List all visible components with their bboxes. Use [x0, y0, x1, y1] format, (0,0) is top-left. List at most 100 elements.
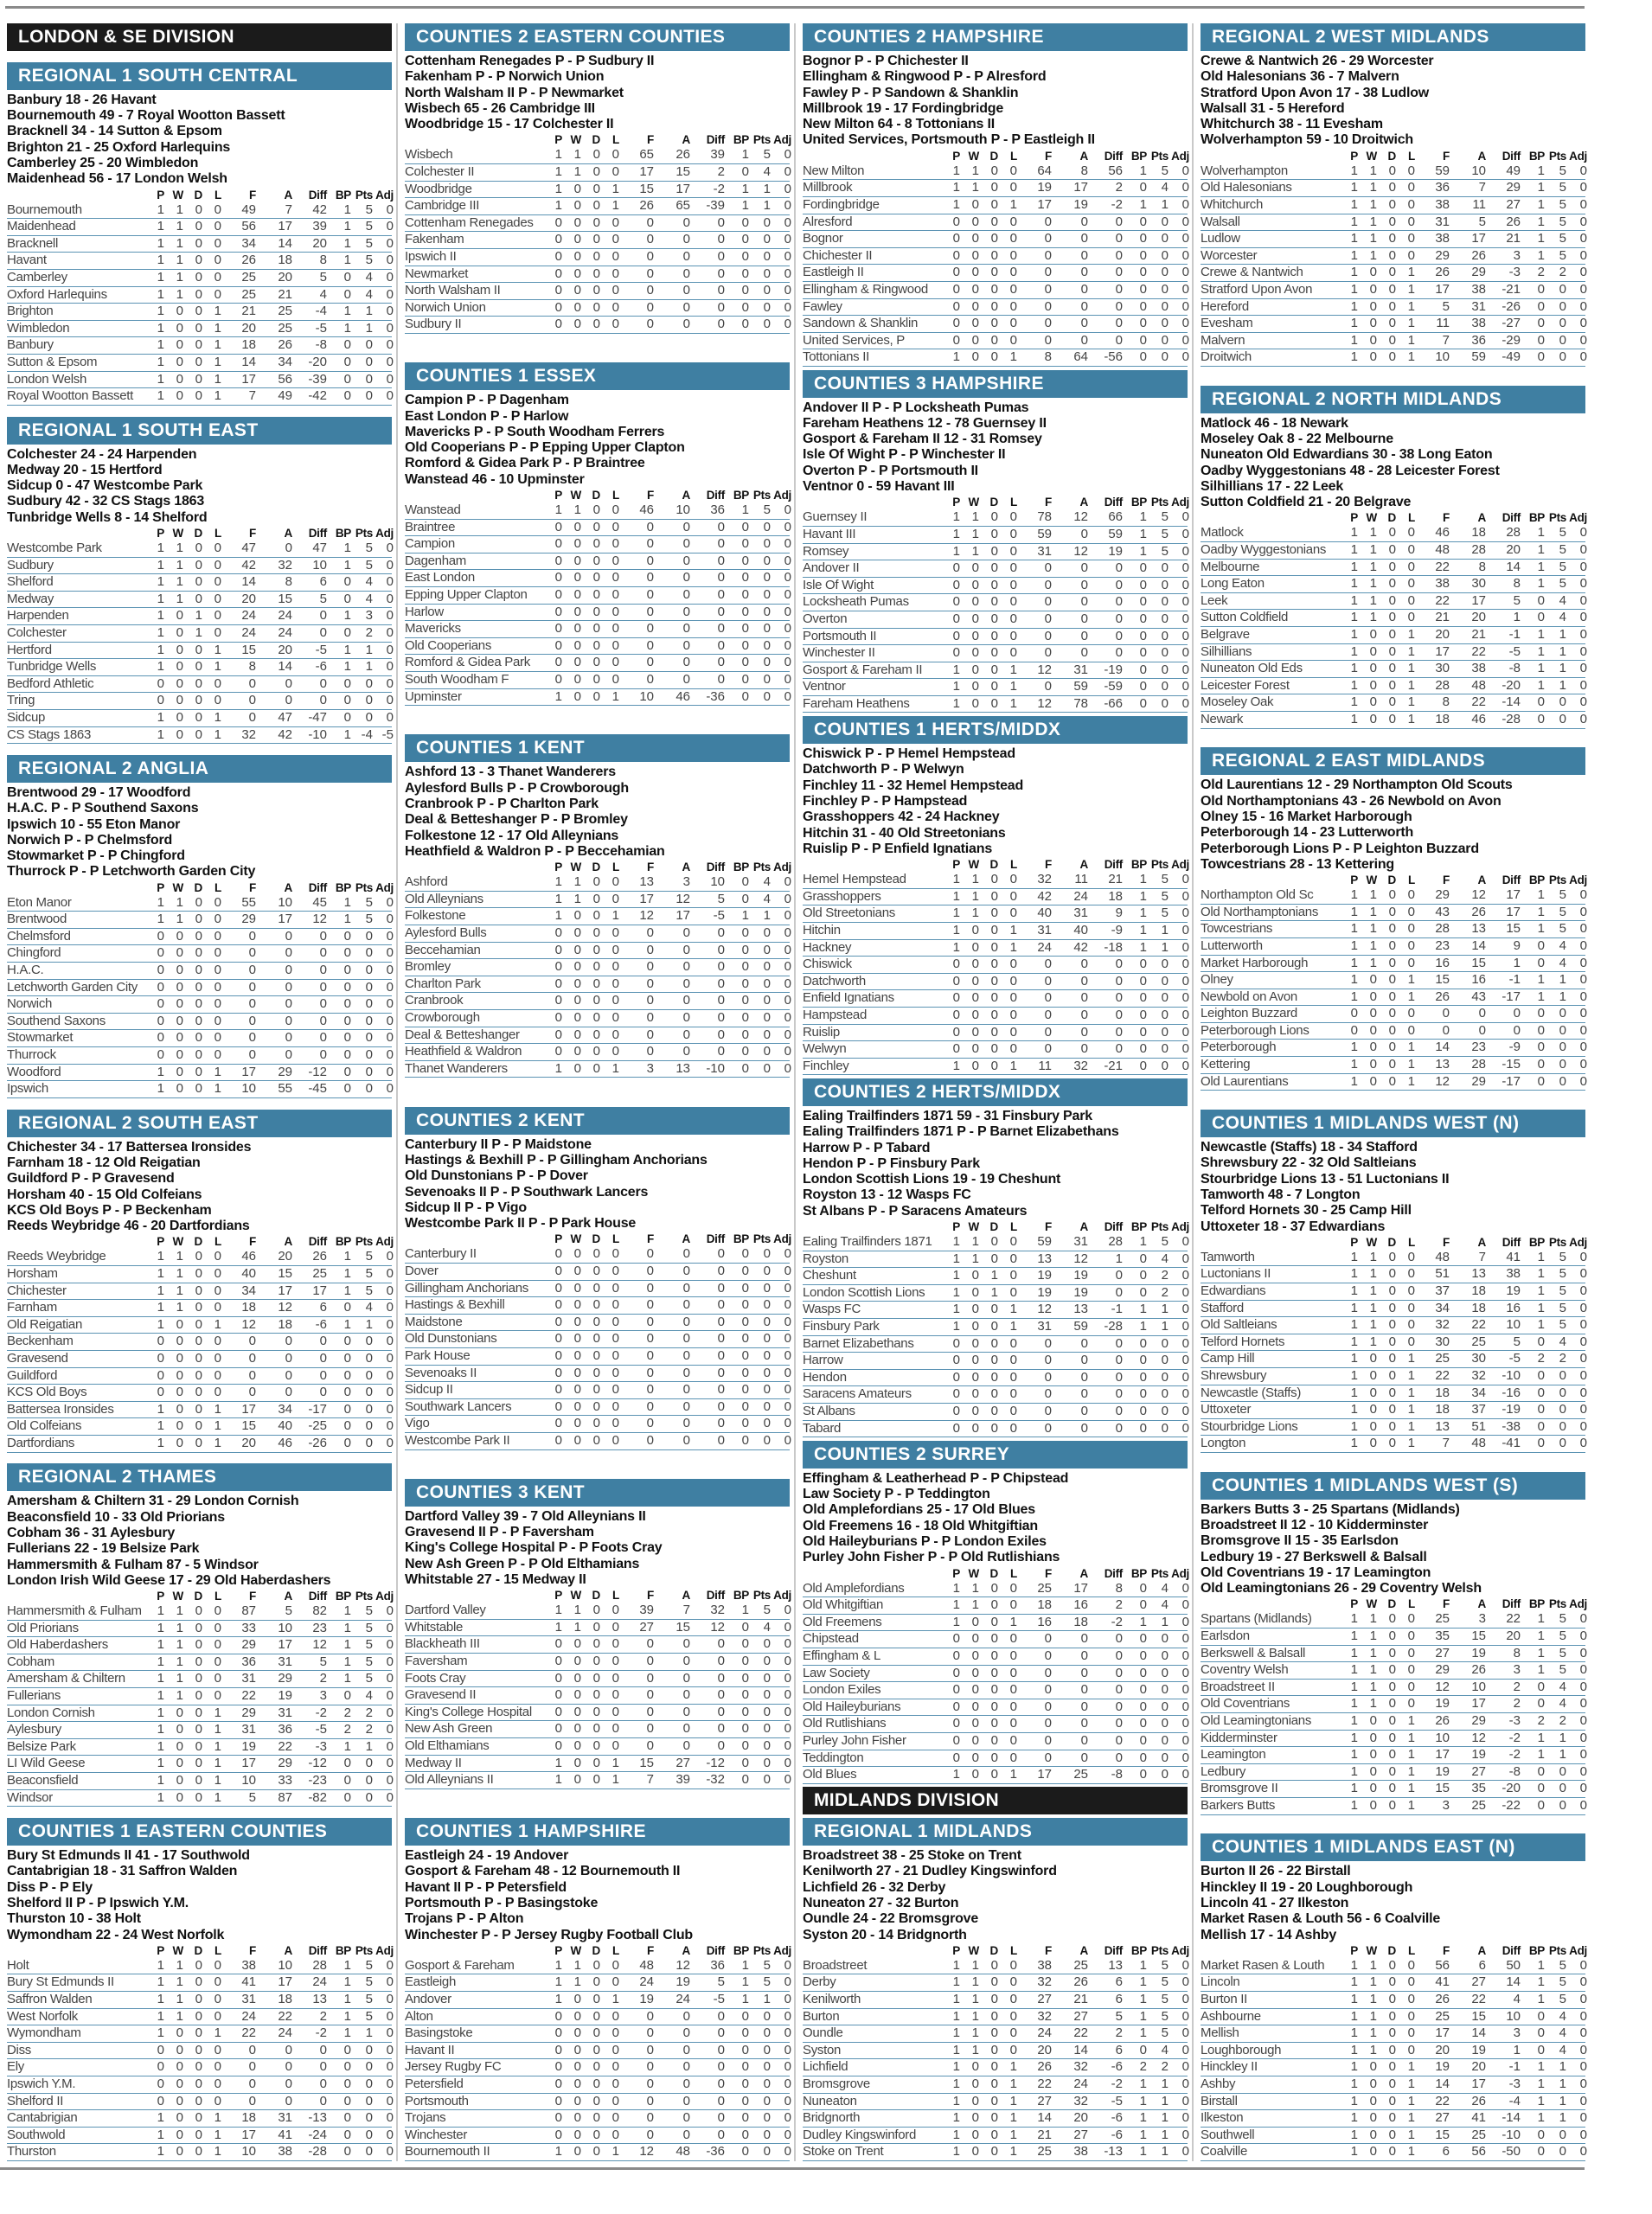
column-header: F: [647, 133, 654, 147]
stat-cell: 1: [952, 1234, 960, 1250]
stat-cell: 1: [990, 1284, 998, 1300]
team-name: Thanet Wanderers: [405, 1060, 508, 1076]
team-name: Norwich: [7, 996, 53, 1012]
stat-cell: 0: [1139, 1716, 1147, 1731]
league-section-regional-1-south-central: REGIONAL 1 SOUTH CENTRAL Banbury 18 - 26 …: [7, 61, 394, 406]
stat-cell: 12: [710, 1619, 725, 1635]
results-list: Ealing Trailfinders 1871 59 - 31 Finsbur…: [803, 1106, 1188, 1219]
stat-cell: 2: [1161, 2059, 1169, 2075]
column-header: A: [284, 880, 293, 894]
stat-cell: 25: [1073, 1767, 1088, 1782]
stat-cell: 0: [1009, 1665, 1017, 1680]
table-row: Southwold 1 0 0 1 17 41 -24 0 0 0: [7, 2128, 394, 2145]
team-name: Welwyn: [803, 1041, 847, 1057]
team-name: Gravesend II: [405, 1687, 477, 1703]
stat-cell: 15: [1471, 955, 1486, 970]
stat-cell: 21: [1073, 1992, 1088, 2007]
stat-cell: 0: [319, 2076, 327, 2091]
stat-cell: 0: [176, 996, 183, 1012]
stat-cell: 0: [741, 1704, 749, 1719]
result-line: Chiswick P - P Hemel Hempstead: [803, 746, 1015, 762]
stat-cell: 0: [971, 332, 979, 348]
team-name: Datchworth: [803, 973, 866, 989]
stat-cell: 1: [1350, 1317, 1358, 1333]
team-name: Burton II: [1201, 1992, 1247, 2007]
result-line: Olney 15 - 16 Market Harborough: [1201, 809, 1412, 824]
column-header: P: [1350, 1943, 1358, 1957]
stat-cell: 0: [646, 1246, 654, 1262]
stat-cell: 1: [157, 574, 164, 590]
stat-cell: 0: [1579, 281, 1587, 297]
stat-cell: 0: [784, 181, 791, 196]
stat-cell: 18: [1435, 711, 1450, 726]
stat-cell: 0: [1388, 1436, 1396, 1451]
stat-cell: -3: [1508, 2076, 1521, 2091]
stat-cell: 5: [1559, 180, 1566, 195]
table-header: P W D L F A Diff BP Pts Adj: [405, 1588, 791, 1603]
stat-cell: 0: [1009, 1353, 1017, 1368]
stat-cell: 0: [1181, 695, 1189, 711]
column-header: P: [554, 1232, 562, 1246]
stat-cell: 0: [611, 587, 619, 603]
stat-cell: 1: [554, 891, 562, 906]
stat-cell: 0: [990, 594, 998, 610]
stat-cell: 12: [241, 1316, 256, 1332]
stat-cell: 0: [717, 1654, 725, 1669]
stat-cell: 0: [1080, 1648, 1088, 1663]
table-row: Peterborough 1 0 0 1 14 23 -9 0 0 0: [1201, 1040, 1587, 1058]
stat-cell: 1: [157, 709, 164, 725]
stat-cell: 0: [592, 1654, 600, 1669]
stat-cell: 0: [682, 2093, 690, 2108]
stat-cell: 0: [611, 536, 619, 552]
team-name: Malvern: [1201, 332, 1245, 348]
stat-cell: 0: [1080, 526, 1088, 541]
stat-cell: 2: [1161, 1268, 1169, 1283]
stat-cell: 13: [1037, 1251, 1052, 1266]
stat-cell: 1: [1369, 937, 1377, 953]
stat-cell: 31: [241, 1722, 256, 1737]
column-header: BP: [335, 1235, 351, 1249]
stat-cell: 0: [717, 1738, 725, 1754]
stat-cell: 1: [157, 894, 164, 910]
stat-cell: 0: [573, 1246, 581, 1262]
stat-cell: 0: [1009, 543, 1017, 559]
stat-cell: 1: [763, 908, 771, 924]
stat-cell: 0: [1388, 332, 1396, 348]
stat-cell: 0: [1407, 921, 1415, 937]
stat-cell: 1: [1350, 1073, 1358, 1089]
stat-cell: -2: [1508, 1747, 1521, 1763]
stat-cell: 1: [1407, 1436, 1415, 1451]
stat-cell: 7: [646, 1772, 654, 1788]
stat-cell: 0: [1537, 1057, 1545, 1072]
team-name: Ely: [7, 2059, 24, 2075]
table-row: Coventry Welsh 1 1 0 0 29 26 3 1 5 0: [1201, 1662, 1587, 1680]
stat-cell: 0: [554, 1670, 562, 1686]
stat-cell: 0: [176, 1013, 183, 1028]
stat-cell: 1: [1350, 610, 1358, 625]
team-name: Ledbury: [1201, 1763, 1246, 1779]
table-row: Fakenham 0 0 0 0 0 0 0 0 0 0: [405, 232, 791, 250]
league-section-counties-3-hampshire: COUNTIES 3 HAMPSHIRE Andover II P - P Loc…: [803, 369, 1189, 713]
stat-cell: 0: [971, 349, 979, 365]
stat-cell: 1: [1350, 1662, 1358, 1678]
column-header: A: [284, 1235, 293, 1249]
stat-cell: 1: [952, 939, 960, 955]
table-row: Old Priorians 1 1 0 0 33 10 23 1 5 0: [7, 1621, 394, 1638]
stat-cell: 1: [573, 891, 581, 906]
stat-cell: 0: [717, 637, 725, 653]
table-row: Old Halesonians 1 1 0 0 36 7 29 1 5 0: [1201, 180, 1587, 197]
stat-cell: 5: [1161, 905, 1169, 921]
stat-cell: 0: [592, 1721, 600, 1737]
stat-cell: 22: [241, 1688, 256, 1704]
stat-cell: 0: [1161, 1041, 1169, 1057]
stat-cell: 0: [573, 553, 581, 568]
stat-cell: 1: [1537, 989, 1545, 1004]
stat-cell: 0: [1388, 2025, 1396, 2041]
team-name: Dover: [405, 1264, 439, 1278]
table-row: Towcestrians 1 1 0 0 28 13 15 1 5 0: [1201, 921, 1587, 938]
stat-cell: 0: [319, 675, 327, 691]
stat-cell: 0: [1388, 214, 1396, 229]
column-header: BP: [1528, 511, 1545, 525]
stat-cell: -6: [1111, 2059, 1123, 2075]
stat-cell: -5: [381, 726, 394, 742]
